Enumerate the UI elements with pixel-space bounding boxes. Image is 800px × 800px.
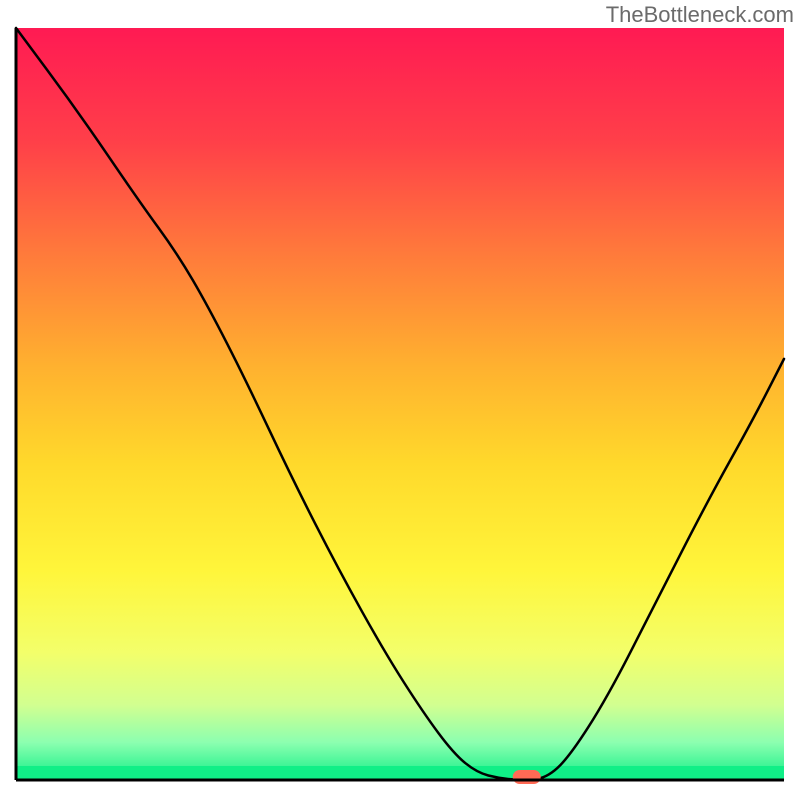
gradient-background: [16, 28, 784, 780]
chart-container: TheBottleneck.com: [0, 0, 800, 800]
chart-svg: [0, 0, 800, 800]
baseline-band: [16, 766, 784, 780]
optimum-marker: [513, 770, 541, 784]
